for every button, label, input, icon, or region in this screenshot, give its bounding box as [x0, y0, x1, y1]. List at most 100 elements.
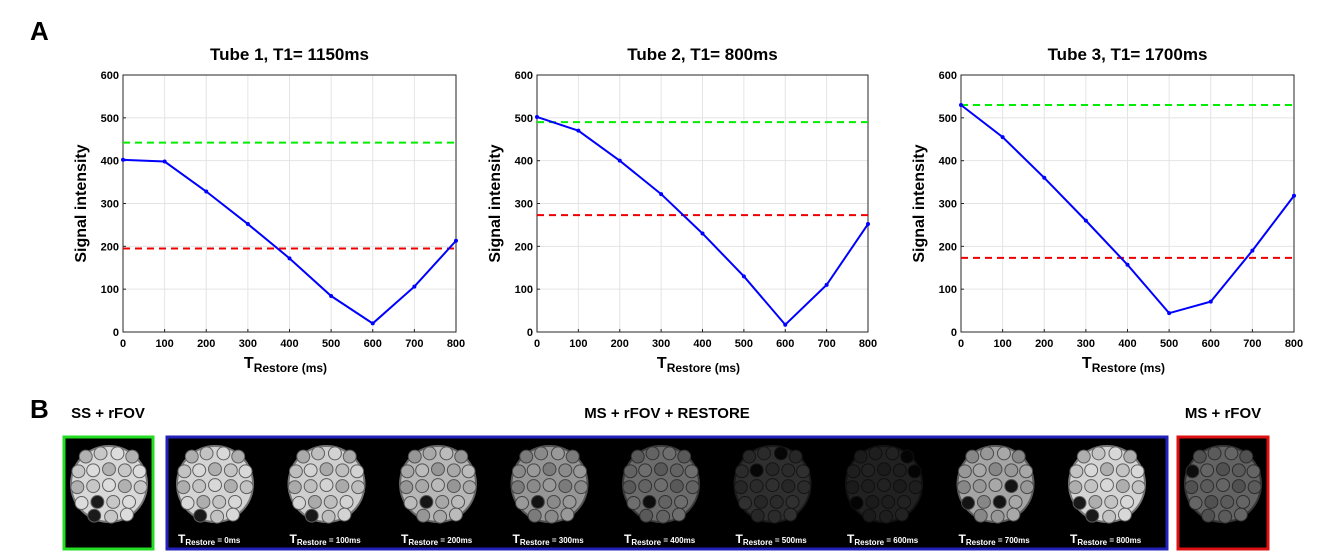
phantom-tube — [750, 508, 765, 523]
phantom-tube — [90, 494, 105, 509]
y-tick-label: 100 — [101, 284, 119, 296]
data-point — [1208, 299, 1213, 304]
phantom-tube — [433, 509, 448, 524]
phantom-tube — [451, 494, 466, 509]
image-label: TRestore = 400ms — [624, 532, 696, 547]
panel-a-letter: A — [30, 16, 49, 46]
x-tick-label: 400 — [693, 338, 711, 350]
data-point — [576, 128, 581, 133]
image-panel-border-3 — [1176, 435, 1270, 551]
phantom-tube — [446, 463, 461, 478]
phantom-tube — [1218, 509, 1233, 524]
phantom-image — [70, 445, 148, 524]
data-point — [370, 321, 375, 326]
data-point — [204, 189, 209, 194]
phantom-tube — [973, 508, 988, 523]
phantom-tube — [104, 509, 119, 524]
data-point — [245, 222, 250, 227]
phantom-tube — [435, 494, 450, 509]
x-tick-label: 500 — [1160, 338, 1178, 350]
phantom-tube — [642, 494, 657, 509]
data-point — [287, 256, 292, 261]
phantom-tube — [638, 479, 653, 494]
chart-2: 0 100 200 300 400 500 600 700 800 0 100 200 300 400 50… — [487, 45, 877, 375]
phantom-tube — [1204, 494, 1219, 509]
y-tick-label: 500 — [101, 113, 119, 125]
phantom-tube — [865, 494, 880, 509]
phantom-tube — [102, 462, 116, 477]
phantom-tube — [462, 480, 477, 495]
phantom-tube — [623, 464, 638, 479]
y-tick-label: 300 — [515, 199, 533, 211]
phantom-tube — [658, 494, 673, 509]
phantom-tube — [193, 508, 208, 523]
phantom-tube — [431, 478, 445, 493]
phantom-tube — [788, 449, 803, 464]
phantom-tube — [1006, 507, 1021, 522]
x-tick-label: 100 — [993, 338, 1011, 350]
y-tick-label: 0 — [951, 327, 957, 339]
image-label: TRestore = 500ms — [736, 532, 808, 547]
y-tick-label: 200 — [939, 241, 957, 253]
phantom-tube — [184, 449, 199, 464]
phantom-tube — [671, 507, 686, 522]
phantom-tube — [662, 446, 677, 461]
phantom-tube — [853, 449, 868, 464]
phantom-tube — [122, 494, 137, 509]
phantom-tube — [639, 508, 654, 523]
x-tick-label: 0 — [958, 338, 964, 350]
phantom-tube — [530, 494, 545, 509]
phantom-tube — [742, 449, 757, 464]
phantom-tube — [645, 446, 660, 461]
phantom-tube — [177, 464, 192, 479]
phantom-tube — [199, 446, 214, 461]
data-point — [617, 158, 622, 163]
phantom-tube — [546, 494, 561, 509]
phantom-image — [1068, 445, 1146, 524]
phantom-tube — [403, 496, 418, 510]
y-tick-label: 600 — [939, 70, 957, 82]
phantom-tube — [674, 494, 689, 509]
phantom-tube — [510, 480, 525, 495]
phantom-tube — [180, 496, 195, 510]
x-tick-label: 100 — [569, 338, 587, 350]
phantom-tube — [542, 478, 557, 493]
phantom-tube — [849, 496, 864, 510]
phantom-tube — [176, 480, 191, 495]
phantom-tube — [296, 449, 311, 464]
phantom-tube — [738, 496, 753, 510]
data-point — [535, 114, 539, 119]
phantom-tube — [1004, 479, 1019, 494]
phantom-tube — [519, 449, 534, 464]
phantom-tube — [448, 507, 463, 522]
y-tick-label: 500 — [515, 113, 533, 125]
image-label: TRestore = 300ms — [513, 532, 585, 547]
phantom-tube — [327, 446, 342, 461]
x-axis-label: TRestore (ms) — [657, 355, 740, 375]
y-axis-label: Signal intensity — [73, 144, 90, 262]
phantom-tube — [558, 463, 573, 478]
phantom-tube — [192, 463, 207, 478]
panel-b-images: SS + rFOV MS + rFOV + RESTORE MS + rFOV TRe… — [62, 405, 1270, 551]
phantom-tube — [1088, 494, 1103, 509]
phantom-tube — [238, 464, 253, 479]
data-point — [454, 238, 458, 243]
y-tick-label: 0 — [527, 327, 533, 339]
phantom-tube — [734, 464, 749, 479]
phantom-tube — [881, 494, 896, 509]
y-tick-label: 500 — [939, 113, 957, 125]
phantom-tube — [957, 464, 972, 479]
phantom-tube — [350, 464, 365, 479]
phantom-image — [1184, 445, 1262, 524]
phantom-tube — [654, 462, 668, 477]
x-tick-label: 500 — [735, 338, 753, 350]
phantom-tube — [419, 494, 434, 509]
phantom-tube — [208, 462, 222, 477]
phantom-tube — [656, 509, 671, 524]
phantom-image — [845, 445, 923, 524]
phantom-tube — [70, 480, 85, 495]
phantom-tube — [544, 509, 559, 524]
image-label: TRestore = 600ms — [847, 532, 919, 547]
phantom-tube — [288, 464, 303, 479]
phantom-tube — [1192, 449, 1207, 464]
